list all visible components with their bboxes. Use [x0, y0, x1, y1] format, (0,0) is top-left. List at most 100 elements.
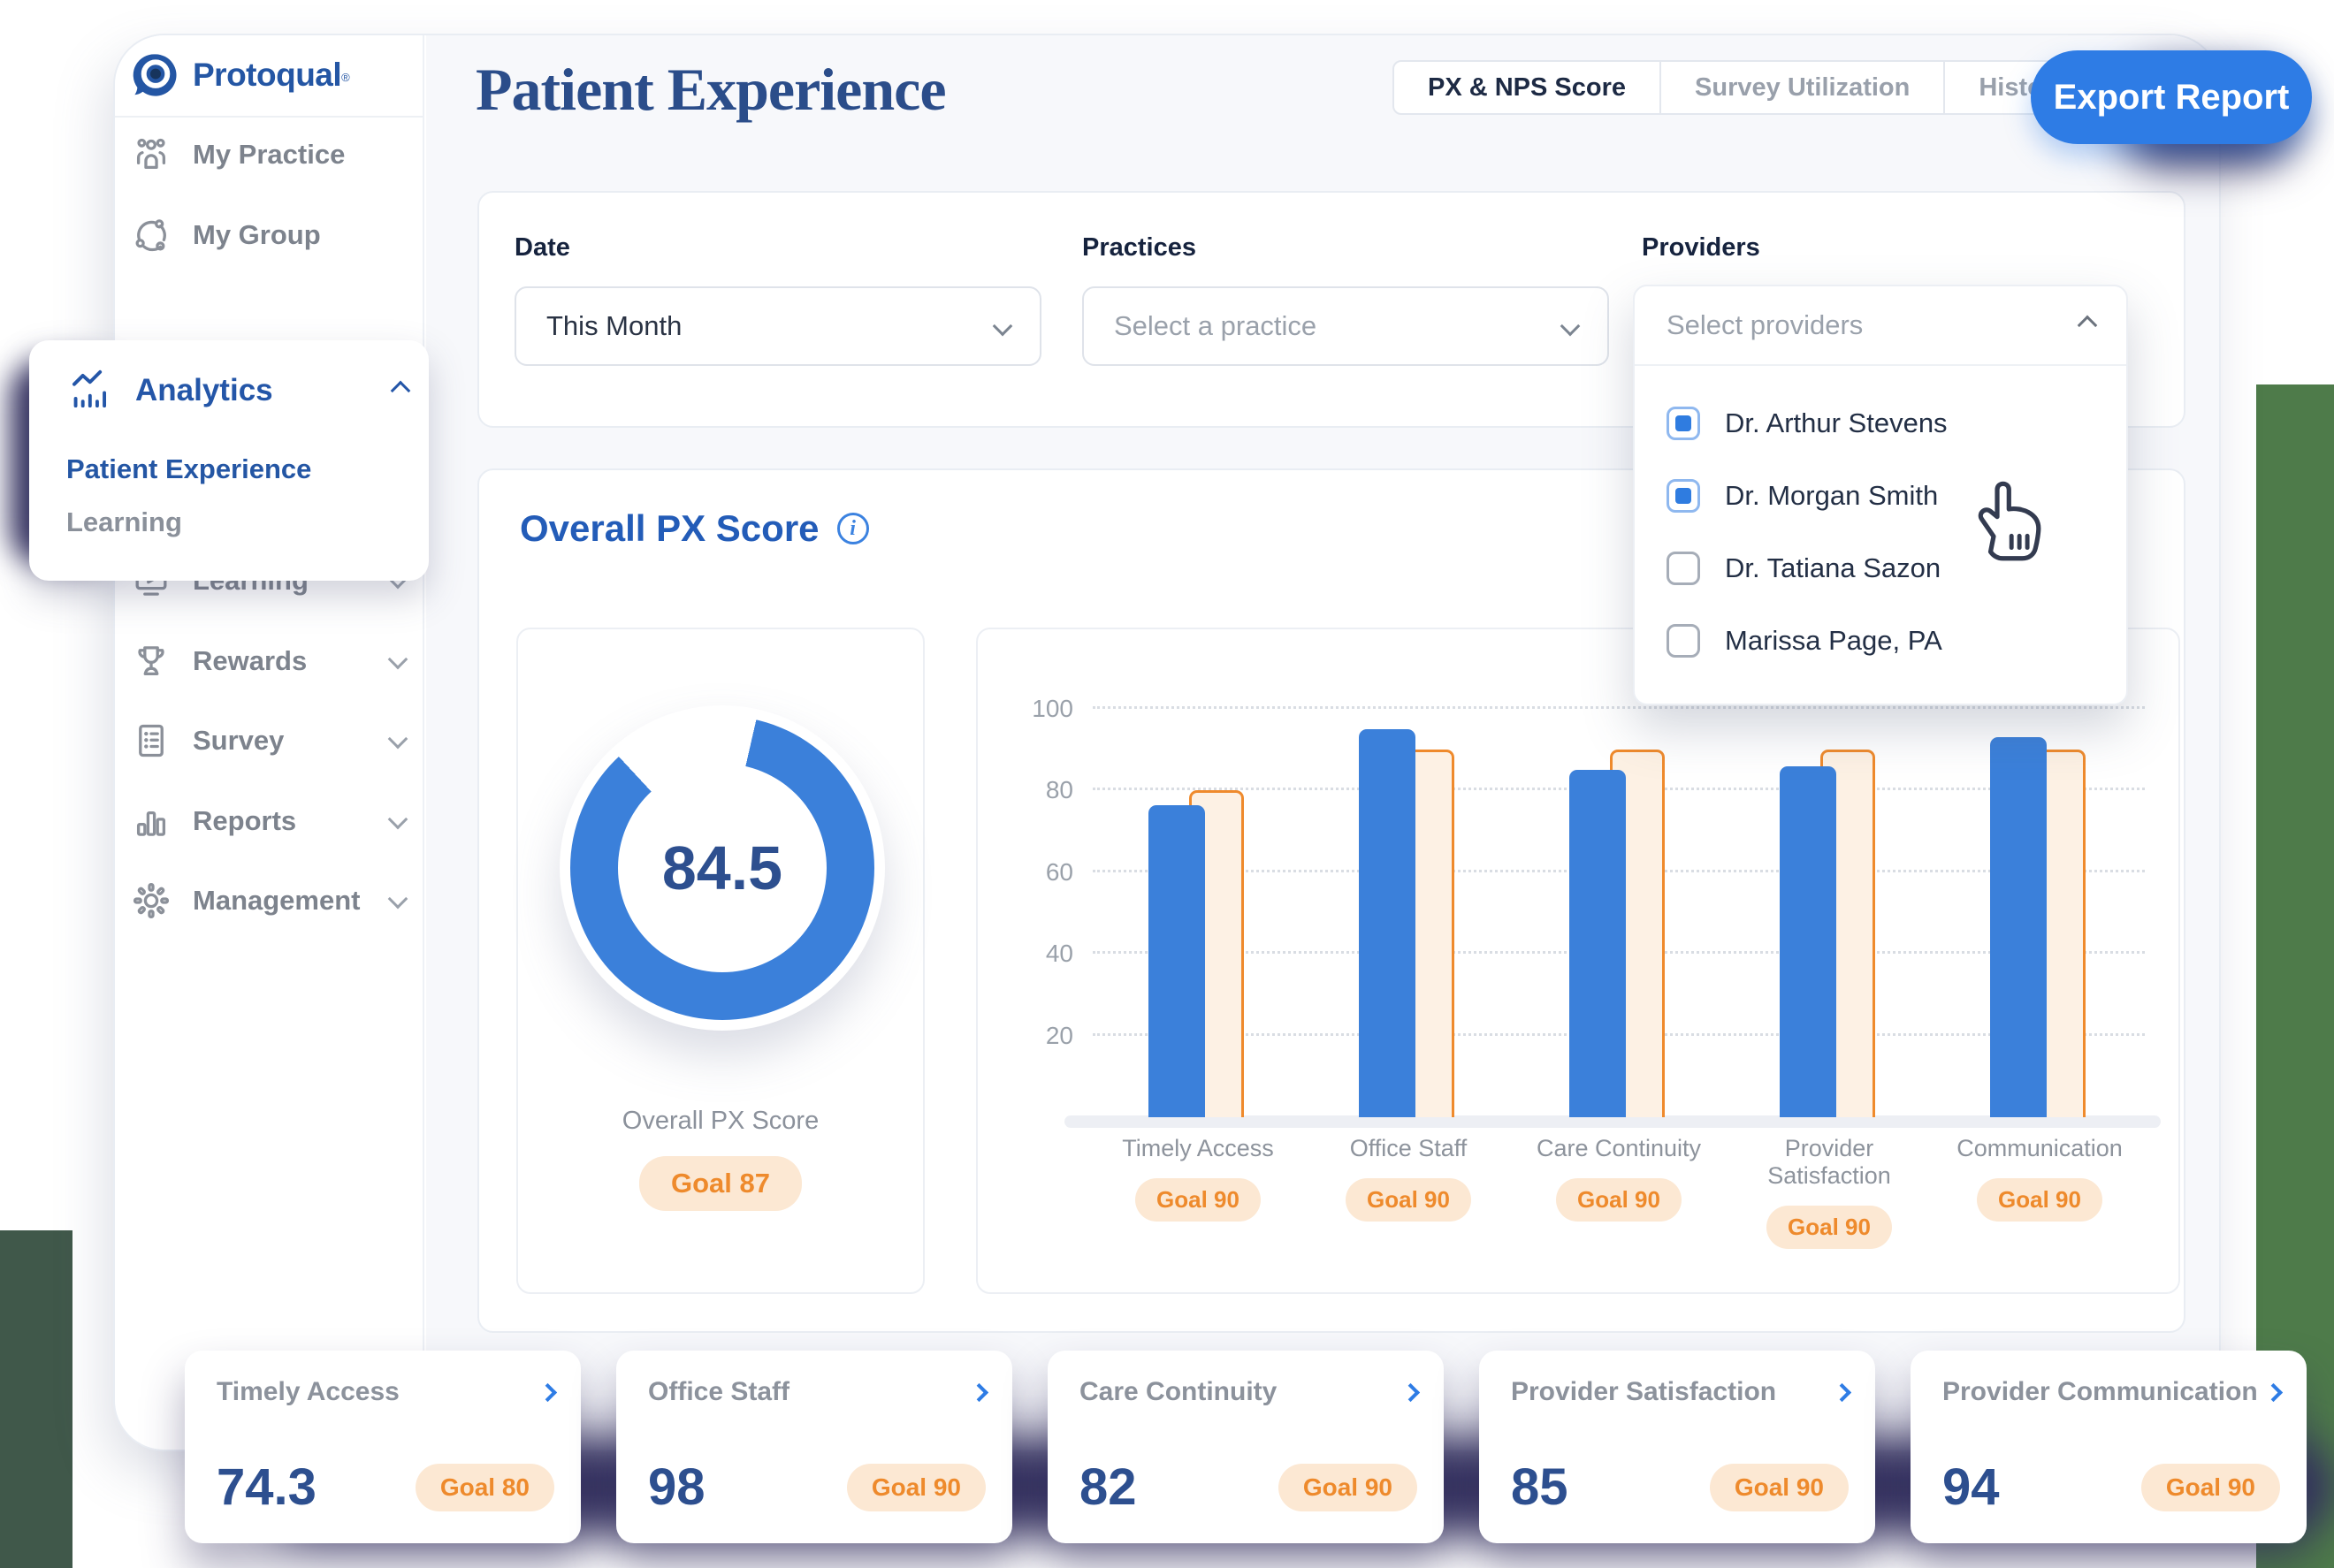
- app-logo: Protoqual ®: [131, 49, 350, 101]
- sidebar-item-management[interactable]: Management: [131, 872, 417, 929]
- overall-px-donut-card: 84.5 Overall PX Score Goal 87: [516, 628, 925, 1294]
- x-category-label: Timely Access: [1122, 1135, 1274, 1161]
- sidebar-divider: [115, 116, 423, 118]
- goal-badge: Goal 87: [639, 1156, 802, 1211]
- sidebar-item-label: Reports: [193, 805, 297, 836]
- date-filter-label: Date: [515, 233, 570, 262]
- chevron-right-icon[interactable]: [538, 1382, 558, 1402]
- sidebar-item-rewards[interactable]: Rewards: [131, 633, 417, 689]
- score-bar[interactable]: [1780, 765, 1836, 1117]
- goal-badge: Goal 90: [1556, 1178, 1682, 1222]
- provider-option-marissa-page[interactable]: Marissa Page, PA: [1635, 605, 2126, 677]
- provider-option-tatiana-sazon[interactable]: Dr. Tatiana Sazon: [1635, 532, 2126, 605]
- group-network-icon: [131, 215, 172, 255]
- analytics-panel: Analytics Patient Experience Learning: [29, 340, 429, 581]
- summary-card-value: 82: [1079, 1458, 1137, 1516]
- tab-px-nps-score[interactable]: PX & NPS Score: [1428, 72, 1627, 102]
- provider-option-arthur-stevens[interactable]: Dr. Arthur Stevens: [1635, 387, 2126, 460]
- analytics-icon: [72, 369, 107, 408]
- donut-label: Overall PX Score: [622, 1107, 820, 1135]
- chevron-down-icon: [387, 649, 408, 671]
- sidebar-item-label: Rewards: [193, 645, 308, 676]
- sidebar-item-label: Management: [193, 885, 361, 916]
- export-report-button[interactable]: Export Report: [2031, 50, 2312, 144]
- gear-icon: [131, 880, 172, 921]
- score-bar[interactable]: [1569, 770, 1626, 1117]
- chevron-down-icon: [1560, 316, 1581, 337]
- section-title: Overall PX Score: [520, 507, 820, 549]
- sidebar-item-label: My Group: [193, 219, 321, 250]
- provider-checkbox[interactable]: [1667, 407, 1700, 440]
- sidebar-link-patient-experience[interactable]: Patient Experience: [66, 453, 312, 484]
- provider-checkbox[interactable]: [1667, 552, 1700, 585]
- sidebar: [115, 35, 424, 1450]
- y-tick-label: 100: [1032, 695, 1073, 722]
- goal-badge: Goal 90: [2140, 1463, 2280, 1511]
- goal-badge: Goal 90: [1135, 1178, 1261, 1222]
- x-category-label: Communication: [1956, 1135, 2123, 1161]
- y-tick-label: 40: [1045, 940, 1073, 968]
- provider-option-morgan-smith[interactable]: Dr. Morgan Smith: [1635, 460, 2126, 532]
- summary-card-provider-communication: Provider Communication 94 Goal 90: [1911, 1351, 2307, 1543]
- summary-card-title: Office Staff: [648, 1377, 790, 1406]
- sidebar-item-my-group[interactable]: My Group: [131, 207, 417, 263]
- providers-select-placeholder: Select providers: [1667, 309, 1864, 340]
- bar-chart-icon: [131, 801, 172, 841]
- goal-badge: Goal 90: [1346, 1178, 1471, 1222]
- provider-option-label: Dr. Tatiana Sazon: [1725, 552, 1941, 583]
- practices-filter-label: Practices: [1082, 233, 1196, 262]
- score-bar[interactable]: [1359, 729, 1415, 1117]
- header-tabs: PX & NPS Score Survey Utilization Histor…: [1392, 60, 2103, 115]
- info-icon[interactable]: i: [836, 513, 869, 544]
- x-axis-labels: Timely Access Goal 90 Office Staff Goal …: [1093, 1135, 2145, 1249]
- summary-card-value: 98: [648, 1458, 706, 1516]
- trophy-icon: [131, 641, 172, 681]
- summary-card-value: 85: [1511, 1458, 1568, 1516]
- summary-card-title: Care Continuity: [1079, 1377, 1278, 1406]
- goal-badge: Goal 90: [1278, 1463, 1417, 1511]
- tab-survey-utilization[interactable]: Survey Utilization: [1659, 62, 1943, 113]
- sidebar-item-analytics[interactable]: Analytics: [66, 365, 411, 416]
- logo-trademark: ®: [341, 70, 350, 84]
- chevron-up-icon: [2077, 315, 2098, 336]
- chevron-right-icon[interactable]: [2263, 1382, 2284, 1402]
- sidebar-item-reports[interactable]: Reports: [131, 793, 417, 849]
- provider-option-label: Marissa Page, PA: [1725, 625, 1942, 656]
- date-select[interactable]: This Month: [515, 286, 1041, 366]
- sidebar-link-learning[interactable]: Learning: [66, 506, 182, 537]
- survey-document-icon: [131, 720, 172, 761]
- goal-badge: Goal 80: [415, 1463, 554, 1511]
- score-bar[interactable]: [1990, 737, 2047, 1117]
- sidebar-item-survey[interactable]: Survey: [131, 712, 417, 769]
- practices-select[interactable]: Select a practice: [1082, 286, 1609, 366]
- chevron-right-icon[interactable]: [1832, 1382, 1852, 1402]
- score-bar[interactable]: [1148, 804, 1205, 1117]
- providers-select[interactable]: Select providers: [1635, 286, 2126, 366]
- sidebar-item-label: My Practice: [193, 139, 346, 170]
- summary-card-provider-satisfaction: Provider Satisfaction 85 Goal 90: [1479, 1351, 1875, 1543]
- provider-option-label: Dr. Arthur Stevens: [1725, 407, 1948, 438]
- sidebar-item-label: Survey: [193, 725, 285, 756]
- providers-option-list: Dr. Arthur Stevens Dr. Morgan Smith Dr. …: [1635, 366, 2126, 704]
- chevron-right-icon[interactable]: [969, 1382, 989, 1402]
- x-category-label: Provider Satisfaction: [1767, 1135, 1891, 1189]
- chevron-down-icon: [387, 728, 408, 750]
- bar-group-office-staff: [1359, 709, 1458, 1117]
- provider-checkbox[interactable]: [1667, 624, 1700, 658]
- x-axis-baseline: [1064, 1115, 2161, 1128]
- chevron-right-icon[interactable]: [1400, 1382, 1421, 1402]
- bar-group-care-continuity: [1569, 709, 1668, 1117]
- chevron-down-icon: [387, 888, 408, 910]
- goal-badge: Goal 90: [1709, 1463, 1849, 1511]
- gridline: [1093, 706, 2145, 709]
- x-category-label: Office Staff: [1349, 1135, 1468, 1161]
- bar-group-communication: [1990, 709, 2089, 1117]
- chevron-down-icon: [992, 316, 1013, 337]
- provider-checkbox[interactable]: [1667, 479, 1700, 513]
- background-accent-left: [0, 1230, 72, 1568]
- provider-option-label: Dr. Morgan Smith: [1725, 480, 1939, 511]
- sidebar-item-my-practice[interactable]: My Practice: [131, 126, 417, 183]
- summary-card-care-continuity: Care Continuity 82 Goal 90: [1048, 1351, 1444, 1543]
- date-select-value: This Month: [546, 310, 683, 341]
- y-tick-label: 20: [1045, 1021, 1073, 1049]
